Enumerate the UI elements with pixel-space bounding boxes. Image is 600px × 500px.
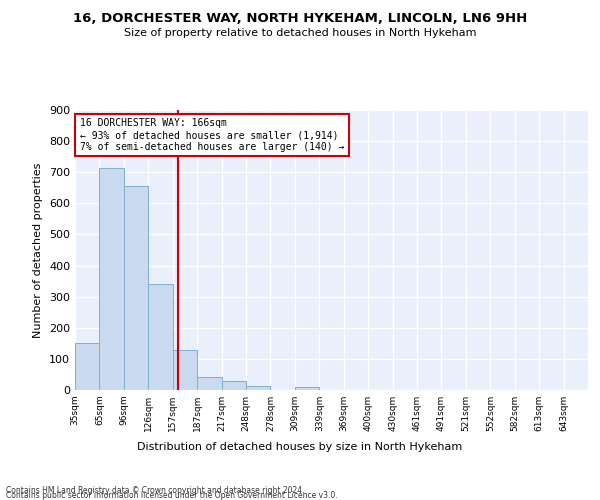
- Text: Contains HM Land Registry data © Crown copyright and database right 2024.: Contains HM Land Registry data © Crown c…: [6, 486, 305, 495]
- Bar: [124, 186, 148, 390]
- Text: 16, DORCHESTER WAY, NORTH HYKEHAM, LINCOLN, LN6 9HH: 16, DORCHESTER WAY, NORTH HYKEHAM, LINCO…: [73, 12, 527, 26]
- Bar: [173, 350, 197, 390]
- Bar: [75, 344, 100, 390]
- Bar: [246, 386, 271, 390]
- Bar: [148, 284, 173, 390]
- Bar: [295, 387, 319, 390]
- Text: Contains public sector information licensed under the Open Government Licence v3: Contains public sector information licen…: [6, 491, 338, 500]
- Text: 16 DORCHESTER WAY: 166sqm
← 93% of detached houses are smaller (1,914)
7% of sem: 16 DORCHESTER WAY: 166sqm ← 93% of detac…: [80, 118, 344, 152]
- Bar: [197, 377, 221, 390]
- Y-axis label: Number of detached properties: Number of detached properties: [34, 162, 43, 338]
- Bar: [221, 380, 246, 390]
- Text: Size of property relative to detached houses in North Hykeham: Size of property relative to detached ho…: [124, 28, 476, 38]
- Bar: [100, 168, 124, 390]
- Text: Distribution of detached houses by size in North Hykeham: Distribution of detached houses by size …: [137, 442, 463, 452]
